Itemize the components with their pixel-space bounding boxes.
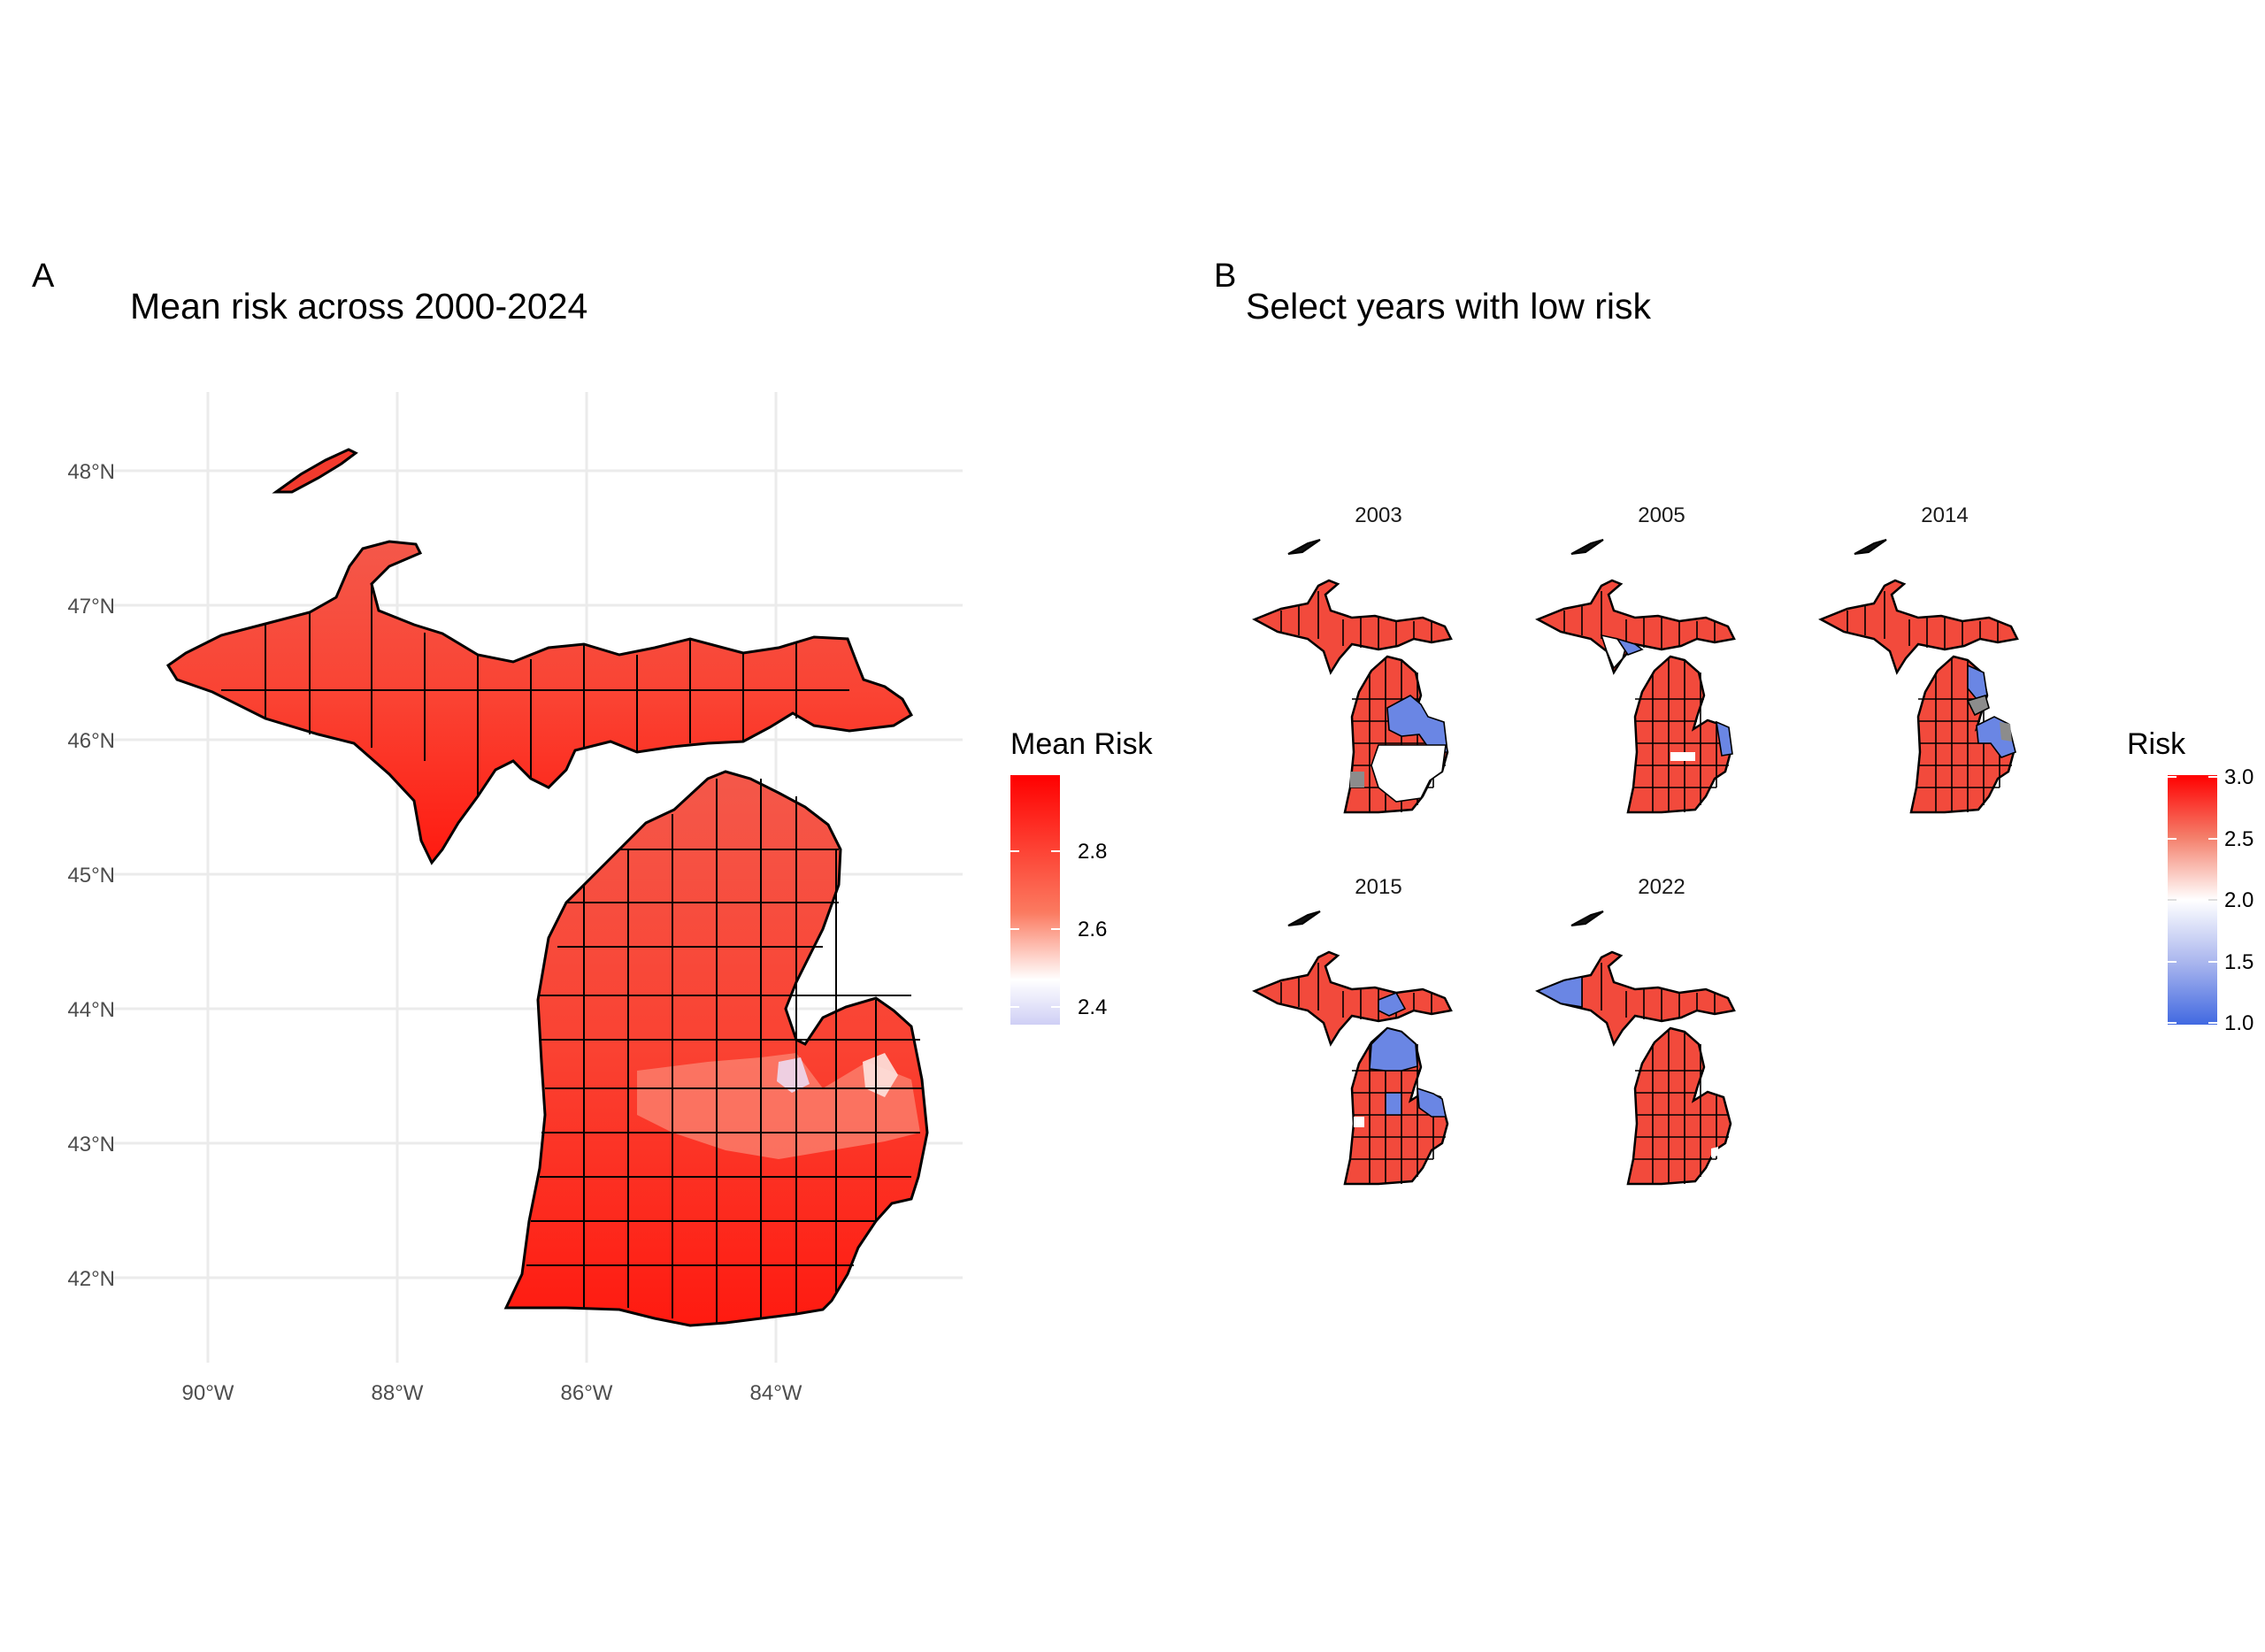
facet-2003: 2003 — [1246, 503, 1511, 832]
panel-b-title: Select years with low risk — [1246, 286, 1651, 327]
risk-legend: Risk 3.0 2.5 2.0 1.5 1.0 — [2127, 727, 2253, 1035]
y-tick-label: 46°N — [67, 729, 115, 753]
facet-2022: 2022 — [1529, 875, 1794, 1203]
facet-label: 2014 — [1921, 503, 1968, 527]
legend-tick: 1.0 — [2224, 1011, 2253, 1035]
county-boundaries — [221, 584, 922, 1323]
isle-royale — [272, 448, 358, 494]
panel-a-tag: A — [32, 257, 55, 295]
legend-title: Risk — [2127, 727, 2186, 761]
x-tick-label: 90°W — [182, 1381, 234, 1405]
thumb-light-spot — [863, 1053, 898, 1097]
facet-label: 2015 — [1355, 875, 1401, 899]
y-tick-label: 44°N — [67, 998, 115, 1022]
michigan-mean-risk-map — [165, 448, 929, 1327]
colorbar — [1010, 775, 1060, 1025]
facet-label: 2005 — [1638, 503, 1685, 527]
legend-tick: 2.4 — [1078, 995, 1107, 1019]
facet-label: 2022 — [1638, 875, 1685, 899]
y-tick-label: 42°N — [67, 1267, 115, 1291]
legend-tick: 3.0 — [2224, 765, 2253, 789]
upper-peninsula — [165, 540, 914, 865]
x-tick-label: 84°W — [750, 1381, 802, 1405]
x-tick-label: 86°W — [561, 1381, 613, 1405]
panel-b-tag: B — [1214, 257, 1236, 295]
panel-a-y-axis: 48°N 47°N 46°N 45°N 44°N 43°N 42°N — [67, 460, 115, 1291]
facet-label: 2003 — [1355, 503, 1401, 527]
legend-title: Mean Risk — [1010, 727, 1154, 761]
facet-2015: 2015 — [1246, 875, 1511, 1203]
y-tick-label: 45°N — [67, 864, 115, 887]
legend-tick: 2.6 — [1078, 918, 1107, 941]
y-tick-label: 43°N — [67, 1133, 115, 1156]
facet-2014: 2014 — [1812, 503, 2077, 832]
legend-tick: 1.5 — [2224, 950, 2253, 974]
panel-b: B Select years with low risk — [1214, 257, 2253, 1203]
panel-a-x-axis: 90°W 88°W 86°W 84°W — [182, 1381, 802, 1405]
panel-a: A Mean risk across 2000-2024 48°N 47°N 4… — [32, 257, 1154, 1405]
panel-a-title: Mean risk across 2000-2024 — [130, 286, 587, 327]
legend-tick: 2.0 — [2224, 888, 2253, 912]
y-tick-label: 47°N — [67, 595, 115, 619]
x-tick-label: 88°W — [372, 1381, 424, 1405]
legend-tick: 2.5 — [2224, 827, 2253, 851]
saginaw-light-spot — [777, 1057, 810, 1093]
mean-risk-legend: Mean Risk 2.8 2.6 2.4 — [1010, 727, 1154, 1025]
y-tick-label: 48°N — [67, 460, 115, 484]
facet-2005: 2005 — [1529, 503, 1794, 832]
legend-tick: 2.8 — [1078, 840, 1107, 864]
